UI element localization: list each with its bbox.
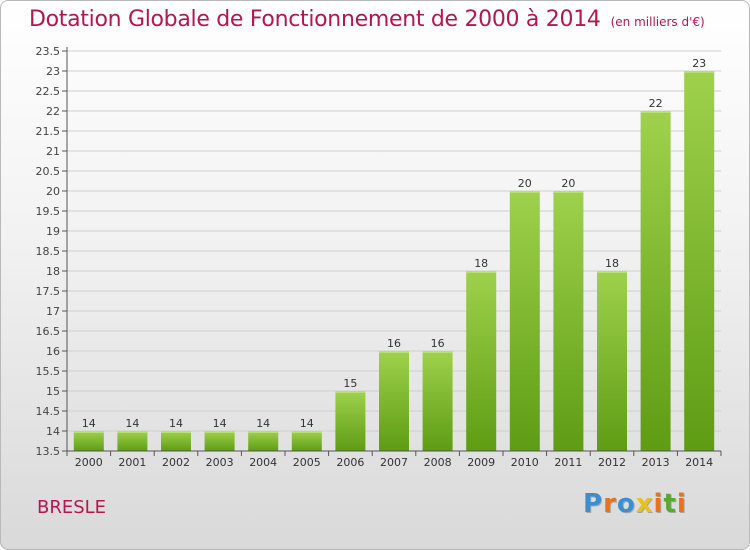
bar-highlight — [684, 71, 715, 73]
x-tick-label: 2005 — [293, 456, 321, 469]
bar-2008 — [422, 351, 453, 451]
y-tick-label: 16.5 — [36, 325, 61, 338]
bar-highlight — [161, 431, 191, 433]
logo-letter: r — [603, 489, 617, 519]
data-label: 16 — [431, 337, 445, 350]
y-tick-label: 21 — [46, 145, 60, 158]
commune-name: BRESLE — [37, 497, 107, 518]
bar-2009 — [466, 271, 497, 451]
data-label: 14 — [213, 417, 227, 430]
bar-2003 — [204, 431, 235, 451]
data-label: 14 — [169, 417, 183, 430]
bar-highlight — [422, 351, 453, 353]
data-label: 14 — [82, 417, 96, 430]
bar-highlight — [509, 191, 540, 193]
bar-chart: 14 14 14 14 14 14 15 16 16 18 20 20 18 22 23 13.5 14 14.… — [36, 45, 722, 469]
chart-title-text: Dotation Globale de Fonctionnement de 20… — [29, 7, 601, 32]
x-tick-label: 2006 — [336, 456, 364, 469]
y-tick-label: 14 — [46, 425, 60, 438]
data-label: 16 — [387, 337, 401, 350]
bar-highlight — [553, 191, 584, 193]
bar-2013 — [640, 111, 671, 451]
y-tick-label: 20 — [46, 185, 60, 198]
data-label: 18 — [605, 257, 619, 270]
y-tick-label: 13.5 — [36, 445, 61, 458]
y-tick-label: 17 — [46, 305, 60, 318]
bar-highlight — [335, 391, 366, 393]
bar-2004 — [248, 431, 279, 451]
x-tick-label: 2000 — [75, 456, 103, 469]
y-tick-label: 18 — [46, 265, 60, 278]
bar-2006 — [335, 391, 366, 451]
y-tick-label: 16 — [46, 345, 60, 358]
x-tick-label: 2003 — [206, 456, 234, 469]
y-tick-label: 18.5 — [36, 245, 61, 258]
x-tick-label: 2007 — [380, 456, 408, 469]
x-tick-label: 2004 — [249, 456, 277, 469]
x-tick-label: 2009 — [467, 456, 495, 469]
bar-2007 — [379, 351, 409, 451]
chart-subtitle: (en milliers d'€) — [610, 15, 705, 29]
bar-highlight — [291, 431, 322, 433]
data-label: 20 — [518, 177, 532, 190]
x-tick-label: 2002 — [162, 456, 190, 469]
bar-highlight — [466, 271, 497, 273]
logo-letter: t — [663, 489, 677, 519]
logo-letter: P — [583, 489, 604, 519]
data-label: 14 — [300, 417, 314, 430]
y-tick-label: 22 — [46, 105, 60, 118]
bar-2000 — [73, 431, 104, 451]
y-tick-label: 14.5 — [36, 405, 61, 418]
y-tick-label: 20.5 — [36, 165, 61, 178]
data-label: 20 — [561, 177, 575, 190]
logo-letter: i — [676, 489, 687, 519]
y-tick-label: 22.5 — [36, 85, 61, 98]
x-tick-label: 2001 — [118, 456, 146, 469]
y-tick-label: 15.5 — [36, 365, 61, 378]
bar-2012 — [597, 271, 627, 451]
bar-2002 — [161, 431, 191, 451]
proxiti-logo[interactable]: Proxiti — [583, 489, 687, 519]
x-tick-label: 2010 — [511, 456, 539, 469]
y-tick-label: 15 — [46, 385, 60, 398]
data-label: 14 — [125, 417, 139, 430]
y-tick-label: 21.5 — [36, 125, 61, 138]
x-tick-label: 2014 — [685, 456, 713, 469]
x-tick-label: 2008 — [424, 456, 452, 469]
bar-2014 — [684, 71, 715, 451]
x-tick-label: 2012 — [598, 456, 626, 469]
bar-2010 — [509, 191, 540, 451]
bar-highlight — [597, 271, 627, 273]
chart-title: Dotation Globale de Fonctionnement de 20… — [29, 7, 705, 32]
bar-highlight — [204, 431, 235, 433]
bar-2011 — [553, 191, 584, 451]
bar-2001 — [117, 431, 148, 451]
data-label: 23 — [692, 57, 706, 70]
bar-2005 — [291, 431, 322, 451]
bar-highlight — [117, 431, 148, 433]
bar-highlight — [379, 351, 409, 353]
y-tick-label: 19.5 — [36, 205, 61, 218]
logo-letter: o — [616, 489, 636, 519]
y-tick-label: 17.5 — [36, 285, 61, 298]
y-tick-label: 23 — [46, 65, 60, 78]
y-tick-label: 23.5 — [36, 45, 61, 58]
logo-letter: i — [653, 489, 664, 519]
y-tick-label: 19 — [46, 225, 60, 238]
data-label: 22 — [649, 97, 663, 110]
data-label: 15 — [343, 377, 357, 390]
data-label: 14 — [256, 417, 270, 430]
x-tick-label: 2011 — [554, 456, 582, 469]
bar-highlight — [73, 431, 104, 433]
data-label: 18 — [474, 257, 488, 270]
bar-highlight — [248, 431, 279, 433]
bar-highlight — [640, 111, 671, 113]
logo-letter: x — [635, 489, 654, 519]
x-tick-label: 2013 — [642, 456, 670, 469]
